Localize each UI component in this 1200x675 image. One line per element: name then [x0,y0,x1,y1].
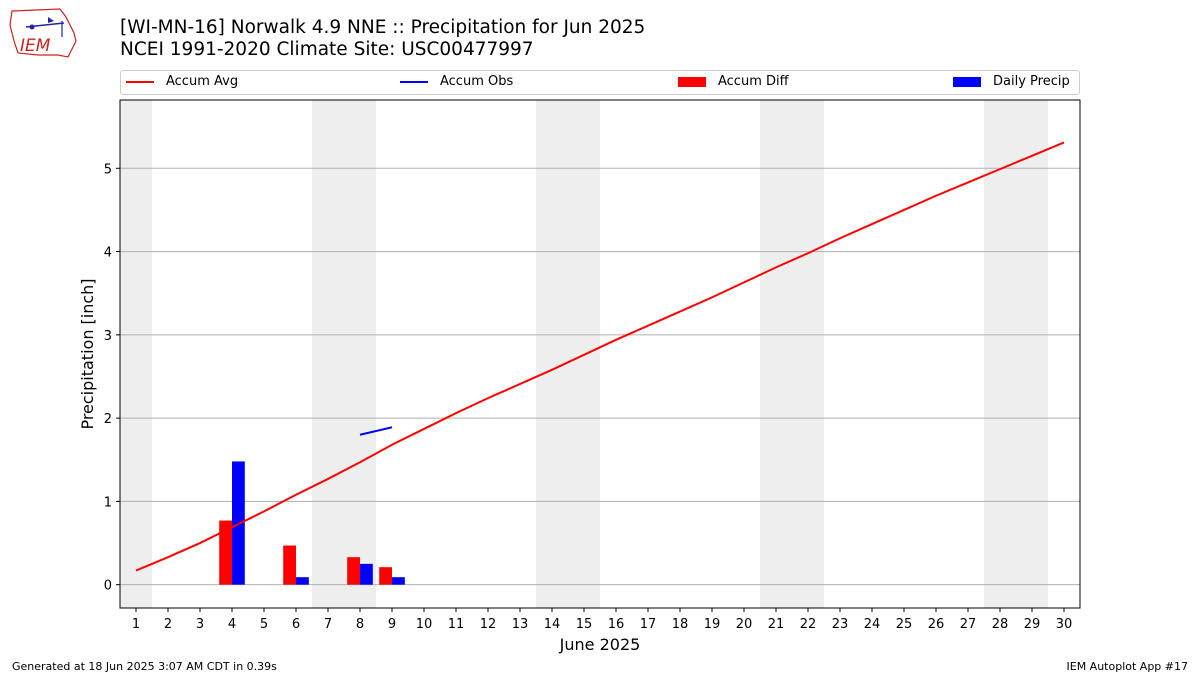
weekend-shading [984,100,1048,608]
svg-text:IEM: IEM [20,36,51,56]
legend-swatch-accum-avg [126,80,154,83]
legend-label: Daily Precip [993,74,1070,89]
x-tick-label: 3 [196,617,204,632]
x-tick-label: 30 [1056,617,1073,632]
y-tick-label: 1 [104,495,112,510]
x-tick-label: 12 [480,617,497,632]
weekend-shading [312,100,376,608]
x-tick-label: 24 [864,617,881,632]
accum-diff-bar [347,557,360,585]
x-tick-label: 26 [928,617,945,632]
y-tick-label: 5 [104,162,112,177]
weekend-shading [536,100,600,608]
legend-label: Accum Diff [718,74,789,89]
x-tick-label: 4 [228,617,236,632]
x-axis-label: June 2025 [559,635,641,654]
x-tick-label: 1 [132,617,140,632]
x-tick-label: 9 [388,617,396,632]
y-tick-label: 4 [104,246,112,261]
x-tick-label: 27 [960,617,977,632]
x-tick-label: 13 [512,617,529,632]
legend-swatch-accum-obs [400,80,428,83]
legend-label: Accum Obs [440,74,514,89]
x-tick-label: 25 [896,617,913,632]
daily-precip-bar [296,577,309,585]
x-tick-label: 5 [260,617,268,632]
legend-item-daily-precip: Daily Precip [953,74,1070,89]
legend-label: Accum Avg [166,74,239,89]
y-tick-label: 2 [104,412,112,427]
legend-swatch-daily-precip [953,76,981,87]
x-tick-label: 7 [324,617,332,632]
y-axis-label: Precipitation [inch] [78,278,97,429]
x-tick-label: 21 [768,617,785,632]
x-tick-label: 29 [1024,617,1041,632]
y-tick-label: 0 [104,579,112,594]
x-tick-label: 14 [544,617,561,632]
y-tick-label: 3 [104,329,112,344]
x-tick-label: 22 [800,617,817,632]
iem-logo: IEM [9,8,77,58]
x-tick-label: 11 [448,617,465,632]
accum-diff-bar [219,520,232,585]
legend: Accum Avg Accum Obs Accum Diff Daily Pre… [120,70,1080,95]
x-tick-label: 28 [992,617,1009,632]
legend-item-accum-diff: Accum Diff [678,74,789,89]
x-tick-label: 10 [416,617,433,632]
x-tick-label: 20 [736,617,753,632]
footer-generated: Generated at 18 Jun 2025 3:07 AM CDT in … [12,660,277,673]
x-tick-label: 23 [832,617,849,632]
daily-precip-bar [360,563,373,585]
accum-diff-bar [283,545,296,585]
daily-precip-bar [392,577,405,585]
x-tick-label: 8 [356,617,364,632]
accum-obs-line [359,426,393,436]
weekend-shading [760,100,824,608]
x-tick-label: 16 [608,617,625,632]
legend-swatch-accum-diff [678,76,706,87]
chart-subtitle: NCEI 1991-2020 Climate Site: USC00477997 [120,39,534,60]
accum-diff-bar [379,567,392,585]
x-tick-label: 19 [704,617,721,632]
x-tick-label: 2 [164,617,172,632]
x-tick-label: 15 [576,617,593,632]
legend-item-accum-obs: Accum Obs [400,74,513,89]
accum-avg-line [135,141,1065,572]
legend-item-accum-avg: Accum Avg [126,74,238,89]
x-tick-label: 17 [640,617,657,632]
plot-frame [119,99,1081,609]
x-tick-label: 18 [672,617,689,632]
x-tick-label: 6 [292,617,300,632]
chart-title: [WI-MN-16] Norwalk 4.9 NNE :: Precipitat… [120,17,646,38]
footer-app-id: IEM Autoplot App #17 [1066,660,1189,673]
weekend-shading [120,100,152,608]
